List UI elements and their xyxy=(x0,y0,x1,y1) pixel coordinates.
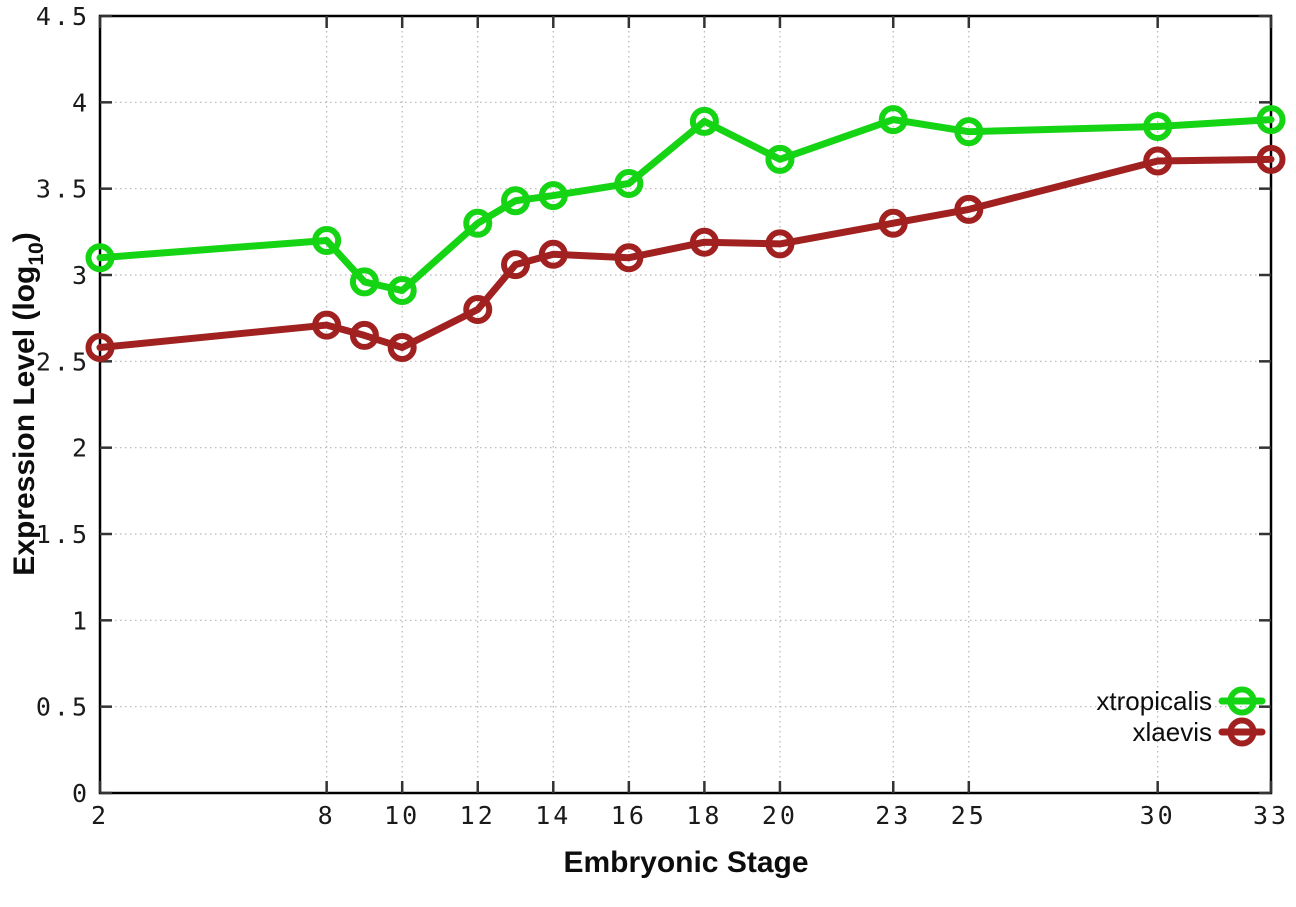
y-tick-label: 2 xyxy=(72,434,90,463)
x-tick-label: 14 xyxy=(535,801,571,830)
data-point-xtropicalis xyxy=(1143,112,1173,142)
y-axis-title-suffix: ) xyxy=(8,232,41,242)
x-tick-label: 12 xyxy=(460,801,496,830)
legend-label-xlaevis: xlaevis xyxy=(1133,717,1212,747)
y-tick-label: 0.5 xyxy=(36,693,90,722)
data-point-xlaevis xyxy=(878,208,908,238)
data-point-xtropicalis xyxy=(1256,105,1286,135)
data-point-xtropicalis xyxy=(501,186,531,216)
data-point-xtropicalis xyxy=(689,106,719,136)
plot-border xyxy=(98,14,1273,795)
legend-sample-marker-xtropicalis xyxy=(1227,686,1257,716)
x-tick-label: 2 xyxy=(91,801,109,830)
data-point-xlaevis xyxy=(765,229,795,259)
y-tick-label: 2.5 xyxy=(36,347,90,376)
series-markers-xlaevis xyxy=(85,144,1286,363)
y-axis-title-subscript: 10 xyxy=(25,242,48,265)
data-point-xtropicalis xyxy=(538,181,568,211)
x-tick-label: 33 xyxy=(1253,801,1289,830)
legend-label-xtropicalis: xtropicalis xyxy=(1096,686,1212,716)
legend-sample-marker-xlaevis xyxy=(1227,717,1257,747)
data-point-xtropicalis xyxy=(954,117,984,147)
y-axis-title-text: Expression Level (log xyxy=(8,266,41,576)
x-tick-label: 8 xyxy=(318,801,336,830)
data-point-xlaevis xyxy=(614,243,644,273)
x-tick-label: 25 xyxy=(951,801,987,830)
x-axis-title: Embryonic Stage xyxy=(563,846,808,879)
data-point-xtropicalis xyxy=(878,105,908,135)
data-point-xtropicalis xyxy=(765,144,795,174)
data-point-xtropicalis xyxy=(312,225,342,255)
data-point-xlaevis xyxy=(1143,146,1173,176)
series-line-xlaevis xyxy=(96,155,1275,352)
y-tick-label: 4.5 xyxy=(36,2,90,31)
y-tick-label: 3.5 xyxy=(36,175,90,204)
tick-labels: 0 0.5 1 1.5 2 2.5 3 3.5 4 4.5 2 8 10 12 14 16 18 20 23 25 30… xyxy=(36,2,1289,830)
x-tick-label: 18 xyxy=(686,801,722,830)
data-point-xtropicalis xyxy=(463,208,493,238)
data-point-xtropicalis xyxy=(387,276,417,306)
series-markers-xtropicalis xyxy=(85,105,1286,306)
x-tick-label: 16 xyxy=(611,801,647,830)
series-line-xtropicalis xyxy=(96,116,1275,295)
y-tick-label: 3 xyxy=(72,261,90,290)
x-tick-label: 10 xyxy=(384,801,420,830)
data-point-xlaevis xyxy=(501,250,531,280)
y-tick-label: 0 xyxy=(72,779,90,808)
data-point-xlaevis xyxy=(349,320,379,350)
x-tick-label: 20 xyxy=(762,801,798,830)
data-point-xlaevis xyxy=(1256,144,1286,174)
data-point-xlaevis xyxy=(312,310,342,340)
y-tick-label: 1.5 xyxy=(36,520,90,549)
y-tick-label: 1 xyxy=(72,606,90,635)
data-point-xlaevis xyxy=(538,239,568,269)
data-point-xtropicalis xyxy=(85,243,115,273)
x-tick-label: 23 xyxy=(875,801,911,830)
data-point-xtropicalis xyxy=(614,168,644,198)
x-tick-label: 30 xyxy=(1140,801,1176,830)
axis-ticks xyxy=(98,14,1273,795)
y-axis-title: Expression Level (log10) xyxy=(8,232,48,575)
data-point-xlaevis xyxy=(689,227,719,257)
y-tick-label: 4 xyxy=(72,88,90,117)
data-point-xtropicalis xyxy=(349,267,379,297)
data-point-xlaevis xyxy=(463,295,493,325)
data-point-xlaevis xyxy=(387,333,417,363)
data-point-xlaevis xyxy=(954,194,984,224)
plot-dynamic-content: 0 0.5 1 1.5 2 2.5 3 3.5 4 4.5 2 8 10 12 14 16 18 20 23 25 30… xyxy=(36,2,1289,830)
data-point-xlaevis xyxy=(85,333,115,363)
